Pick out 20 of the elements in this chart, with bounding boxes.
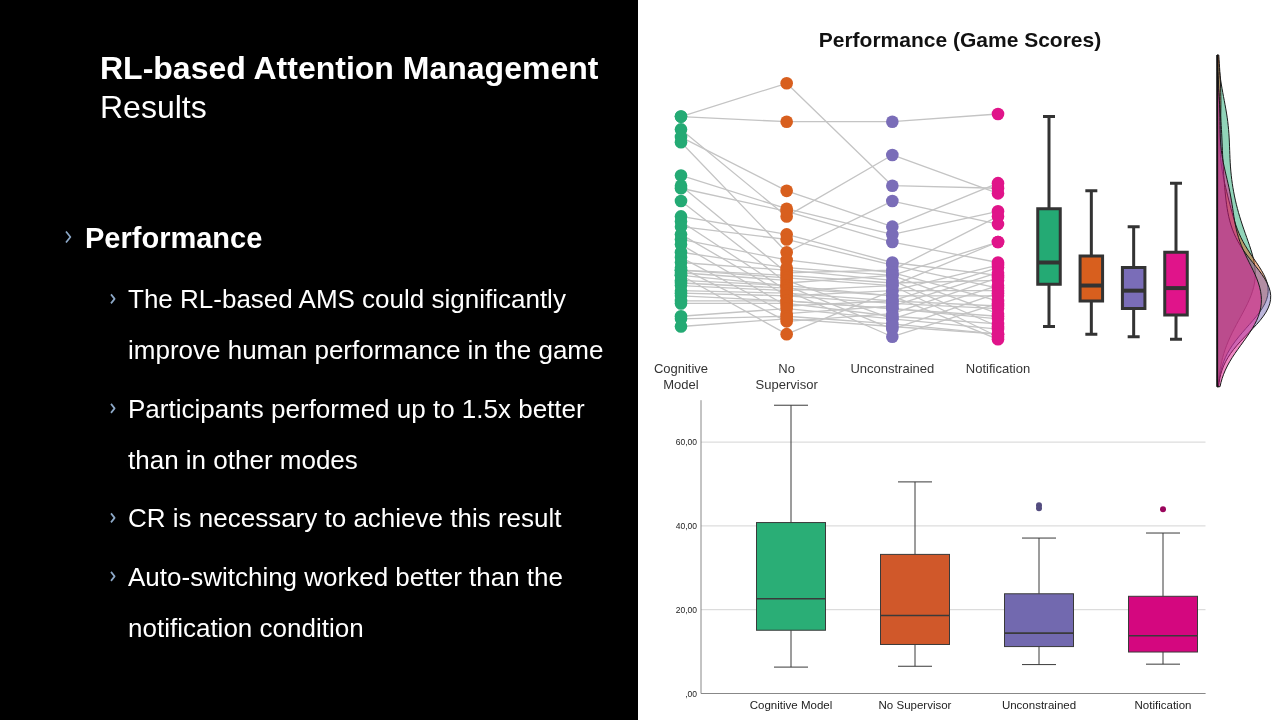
x-tick-label: Notification [1134,699,1192,711]
text: The RL-based AMS could significantly improve human performance in the game [128,284,604,365]
text: CR is necessary to achieve this result [128,503,563,533]
text: Performance [85,221,263,254]
text: RL-based Attention Management [100,49,599,86]
x-tick-label: No Supervisor [878,699,952,711]
y-tick-label: 20,00 [675,604,698,615]
text: Results [100,89,207,125]
x-tick-label: No Supervisor [755,360,819,392]
x-tick-label: Cognitive Model [749,699,833,711]
y-tick-label: ,00 [685,688,698,699]
x-tick-label: Notification [965,360,1031,376]
x-tick-label: Unconstrained [1001,699,1077,711]
text: Auto-switching worked better than the notification condition [128,561,564,643]
y-tick-label: 40,00 [675,520,698,531]
chart-title: Performance (Game Scores) [818,28,1102,51]
x-tick-label: Unconstrained [850,360,935,376]
text: Participants performed up to 1.5x better than in other modes [128,393,586,475]
y-tick-label: 60,00 [675,437,698,448]
x-tick-label: Cognitive Model [653,360,709,392]
